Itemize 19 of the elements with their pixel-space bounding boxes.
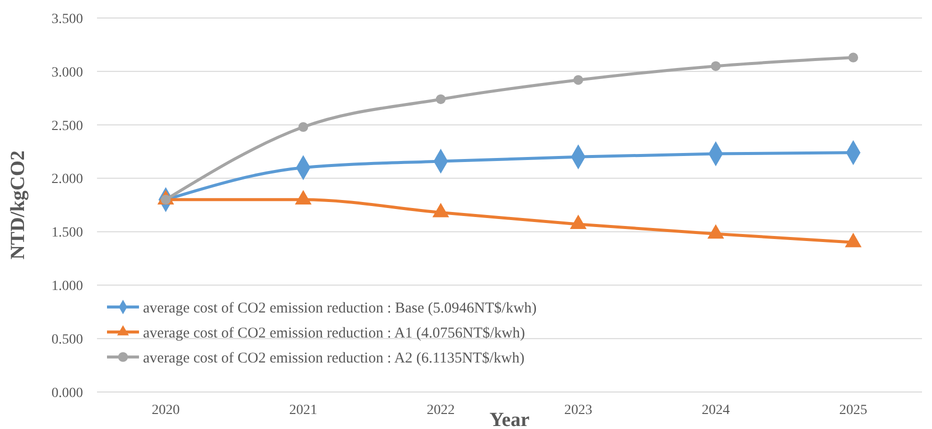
y-axis-title: NTD/kgCO2 [7,150,29,260]
x-tick-label: 2024 [702,403,730,418]
x-tick-label: 2023 [564,403,592,418]
legend-label: average cost of CO2 emission reduction : Base (5.0946NT$/kwh) [143,300,537,316]
y-tick-label: 3.000 [52,65,83,80]
legend-label: average cost of CO2 emission reduction : A1 (4.0756NT$/kwh) [143,325,526,342]
y-tick-label: 1.000 [52,279,83,294]
y-tick-label: 3.500 [52,12,83,27]
x-tick-label: 2020 [152,403,180,418]
y-tick-label: 2.000 [52,172,83,188]
y-tick-label: 2.500 [52,118,83,134]
y-tick-label: 0.000 [52,386,83,401]
x-tick-label: 2022 [426,403,455,418]
x-tick-label: 2021 [289,403,318,418]
x-tick-label: 2025 [839,403,868,418]
y-tick-label: 0.500 [52,332,83,348]
legend-label: average cost of CO2 emission reduction : A2 (6.1135NT$/kwh) [143,350,524,366]
x-axis-title: Year [490,409,530,429]
y-tick-label: 1.500 [52,226,83,241]
